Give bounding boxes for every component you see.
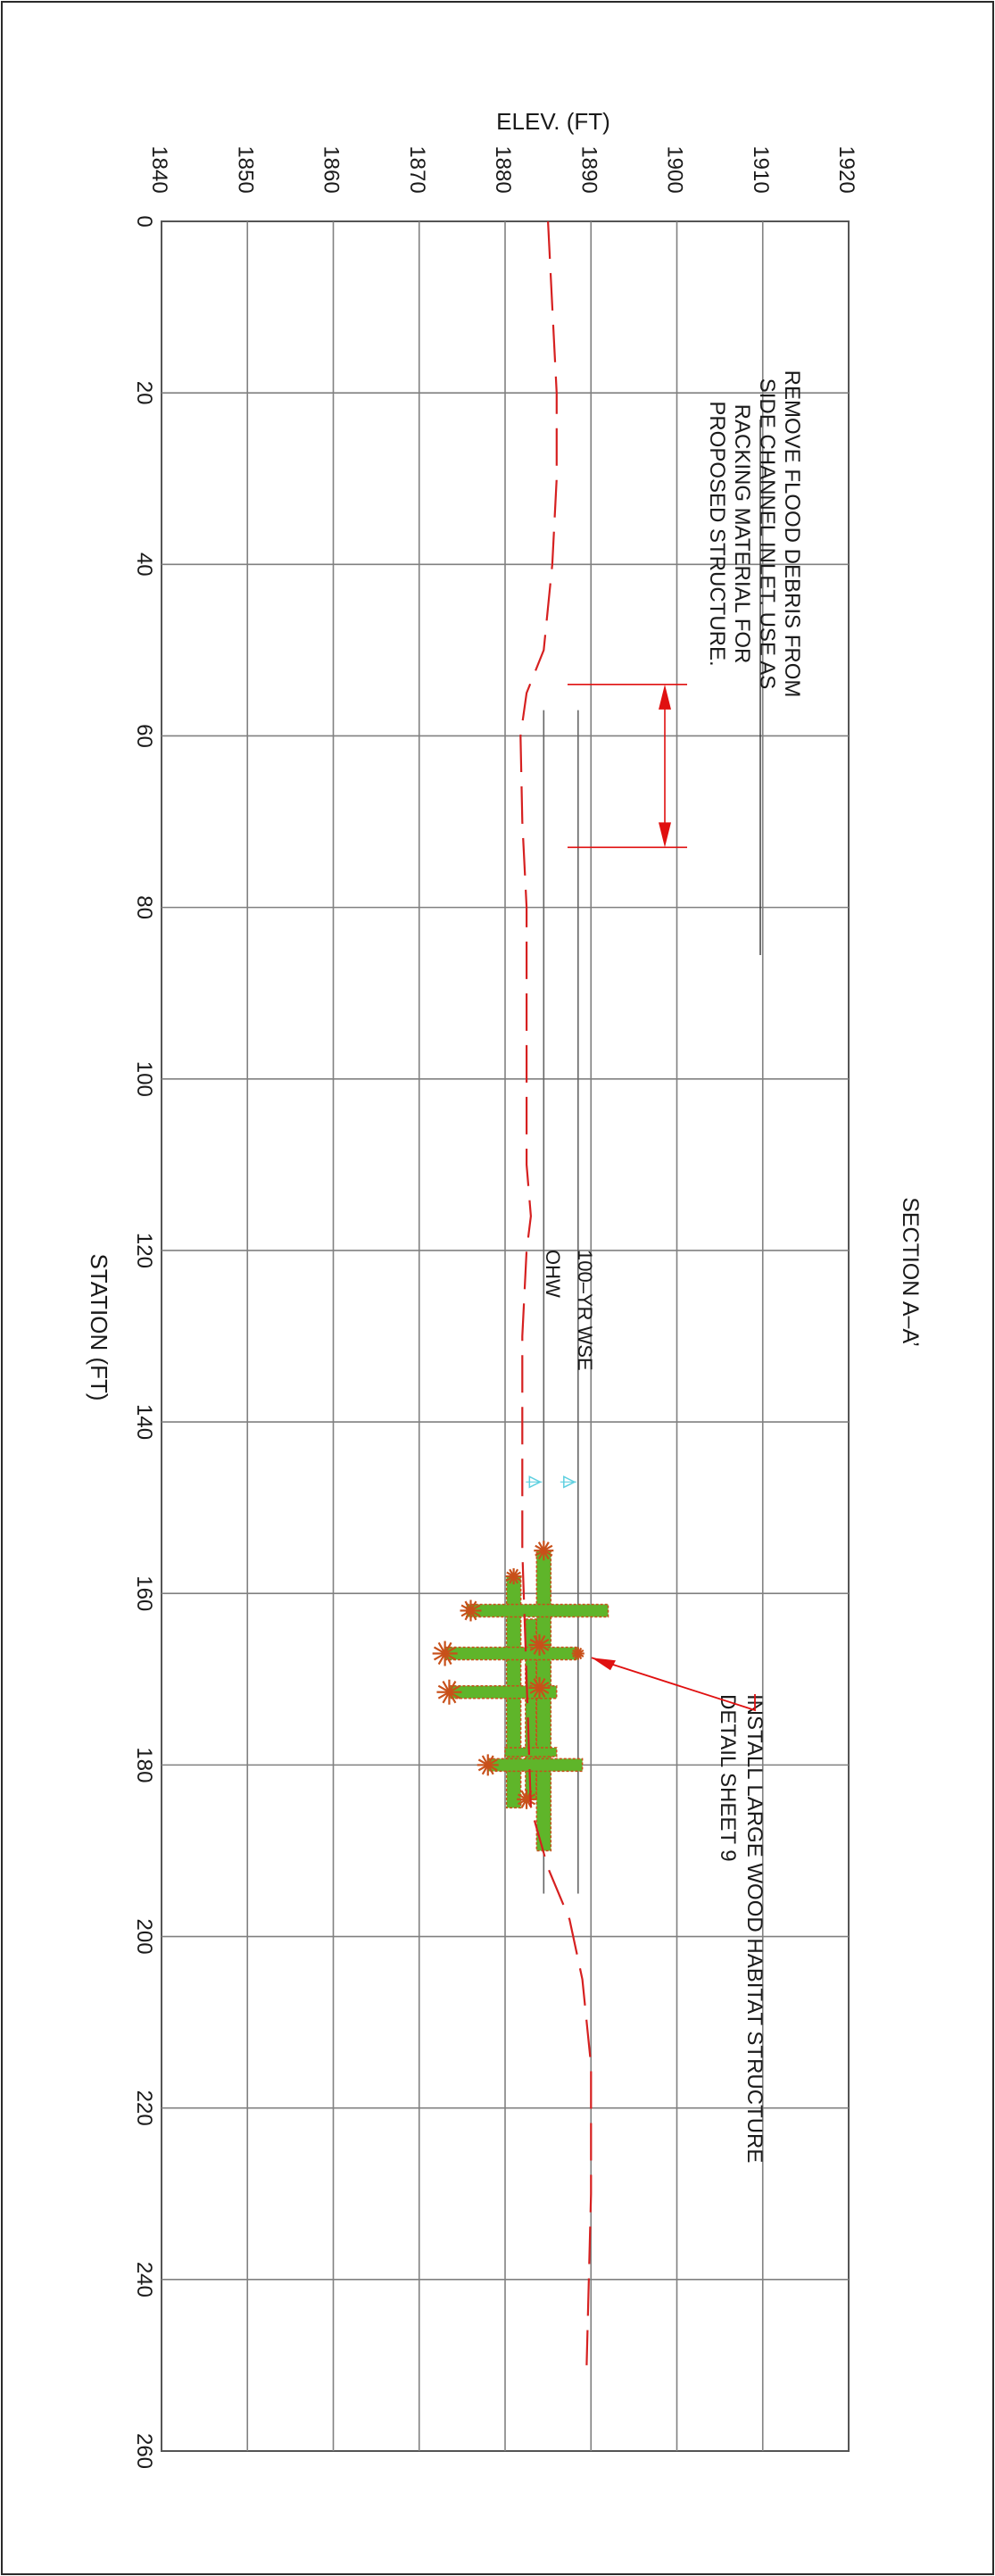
arrowhead bbox=[659, 822, 671, 848]
wood-log bbox=[487, 1757, 584, 1773]
rootwad-strand bbox=[433, 1646, 446, 1655]
rootwad-strand bbox=[448, 1691, 457, 1704]
station-tick-label: 40 bbox=[132, 553, 156, 577]
station-tick-label: 260 bbox=[132, 2433, 156, 2469]
elevation-tick-label: 1860 bbox=[319, 145, 344, 193]
debris-note-line-3: RACKING MATERIAL FOR bbox=[730, 404, 754, 664]
debris-note-line-1: REMOVE FLOOD DEBRIS FROM bbox=[780, 370, 804, 698]
station-tick-label: 100 bbox=[132, 1061, 156, 1097]
station-tick-label: 60 bbox=[132, 724, 156, 748]
elevation-tick-label: 1870 bbox=[405, 145, 429, 193]
rootwad-strand bbox=[487, 1758, 498, 1766]
station-tick-label: 240 bbox=[132, 2262, 156, 2298]
station-tick-labels: 0 20 40 60 80 100 120 140 160 180 200 220 240 260 bbox=[132, 215, 156, 2469]
rootwad-strand bbox=[577, 1649, 585, 1655]
station-tick-label: 220 bbox=[132, 2090, 156, 2126]
wood-log bbox=[504, 1747, 558, 1757]
rootwad-strand bbox=[538, 1638, 550, 1646]
station-tick-label: 120 bbox=[132, 1233, 156, 1268]
wse-label: 100–YR WSE bbox=[574, 1250, 596, 1371]
debris-note-line-4: PROPOSED STRUCTURE. bbox=[705, 401, 729, 666]
rootwad-strand bbox=[538, 1681, 550, 1689]
elevation-tick-label: 1890 bbox=[576, 145, 601, 193]
rootwad-strand bbox=[437, 1652, 446, 1666]
structure-leader bbox=[591, 1657, 756, 1712]
arrowhead bbox=[659, 684, 671, 710]
station-tick-label: 200 bbox=[132, 1919, 156, 1955]
elevation-tick-label: 1920 bbox=[834, 145, 858, 193]
debris-note-line-2: SIDE CHANNEL INLET. USE AS bbox=[755, 378, 779, 690]
rootwad-strand bbox=[444, 1652, 457, 1661]
water-surface-markers bbox=[526, 1475, 576, 1489]
structure-callout: INSTALL LARGE WOOD HABITAT STRUCTURE DET… bbox=[591, 1657, 767, 2163]
rootwad-strand bbox=[433, 1652, 446, 1661]
elevation-tick-label: 1850 bbox=[233, 145, 257, 193]
elevation-axis-label: ELEV. (FT) bbox=[496, 108, 610, 135]
rootwad-strand bbox=[437, 1691, 450, 1699]
station-tick-label: 160 bbox=[132, 1575, 156, 1611]
rootwad-strand bbox=[437, 1684, 450, 1693]
station-tick-label: 80 bbox=[132, 895, 156, 919]
station-tick-label: 0 bbox=[132, 215, 156, 227]
ohw-label: OHW bbox=[542, 1250, 564, 1298]
elevation-tick-label: 1840 bbox=[147, 145, 171, 193]
rootwad-strand bbox=[448, 1681, 457, 1693]
wood-log bbox=[535, 1550, 552, 1852]
structure-note-line-2: DETAIL SHEET 9 bbox=[716, 1694, 740, 1862]
rootwad-strand bbox=[444, 1646, 457, 1655]
wood-log bbox=[444, 1646, 579, 1661]
station-axis-label: STATION (FT) bbox=[86, 1253, 112, 1400]
rootwad-strand bbox=[444, 1652, 452, 1666]
wood-habitat-structure bbox=[432, 1541, 609, 1852]
station-tick-label: 180 bbox=[132, 1747, 156, 1782]
plot-grid bbox=[161, 220, 850, 2452]
rootwad-strand bbox=[442, 1681, 451, 1693]
rootwad-strand bbox=[469, 1604, 481, 1612]
arrowhead bbox=[592, 1658, 616, 1671]
wood-log bbox=[465, 1603, 609, 1618]
rootwad-strand bbox=[444, 1641, 452, 1655]
rootwad-strand bbox=[448, 1684, 461, 1693]
station-tick-label: 140 bbox=[132, 1404, 156, 1440]
elevation-tick-labels: 1840 1850 1860 1870 1880 1890 1900 1910 1920 bbox=[147, 145, 858, 193]
rootwad-strand bbox=[513, 1571, 521, 1577]
rootwad-strand bbox=[437, 1641, 446, 1655]
elevation-tick-label: 1910 bbox=[749, 145, 773, 193]
station-tick-label: 20 bbox=[132, 381, 156, 405]
rootwad-strand bbox=[448, 1691, 461, 1699]
section-title: SECTION A–A’ bbox=[898, 1197, 923, 1347]
elevation-tick-label: 1900 bbox=[663, 145, 687, 193]
rootwad-strand bbox=[543, 1544, 553, 1552]
rootwad-strand bbox=[442, 1691, 451, 1704]
elevation-tick-label: 1880 bbox=[491, 145, 515, 193]
structure-note-line-1: INSTALL LARGE WOOD HABITAT STRUCTURE bbox=[742, 1694, 767, 2163]
wood-log bbox=[525, 1618, 537, 1800]
debris-callout: REMOVE FLOOD DEBRIS FROM SIDE CHANNEL IN… bbox=[568, 370, 804, 955]
